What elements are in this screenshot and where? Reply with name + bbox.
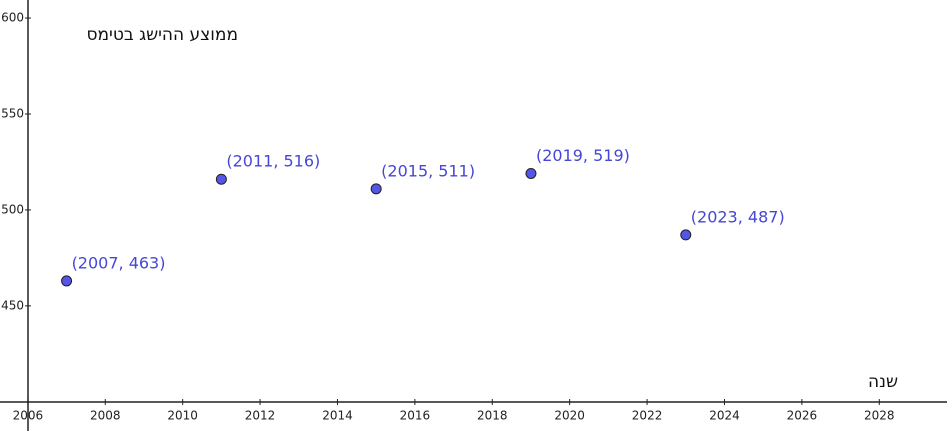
y-tick-label: 600 (1, 11, 24, 25)
x-tick-label: 2022 (632, 409, 663, 423)
x-tick-label: 2010 (167, 409, 198, 423)
x-tick-label: 2014 (322, 409, 353, 423)
point-label: (2023, 487) (691, 207, 785, 226)
y-tick-label: 450 (1, 298, 24, 312)
point-label: (2007, 463) (72, 253, 166, 272)
point-label: (2019, 519) (536, 146, 630, 165)
y-tick-label: 550 (1, 106, 24, 120)
x-tick-label: 2018 (477, 409, 508, 423)
x-tick-label: 2012 (245, 409, 276, 423)
y-axis-label: ממוצע ההישג בטימס (86, 25, 238, 45)
x-tick-label: 2020 (554, 409, 585, 423)
x-tick-label: 2006 (13, 409, 44, 423)
x-tick-label: 2008 (90, 409, 121, 423)
point-label: (2015, 511) (381, 161, 475, 180)
point-label: (2011, 516) (226, 152, 320, 171)
y-tick-label: 500 (1, 202, 24, 216)
x-tick-label: 2024 (709, 409, 740, 423)
x-tick-label: 2026 (787, 409, 818, 423)
x-axis-label: שנה (868, 372, 898, 392)
x-tick-label: 2016 (400, 409, 431, 423)
point (61, 275, 73, 287)
point (215, 173, 227, 185)
x-tick-label: 2028 (864, 409, 895, 423)
point (525, 167, 537, 179)
point (370, 183, 382, 195)
point (680, 229, 692, 241)
